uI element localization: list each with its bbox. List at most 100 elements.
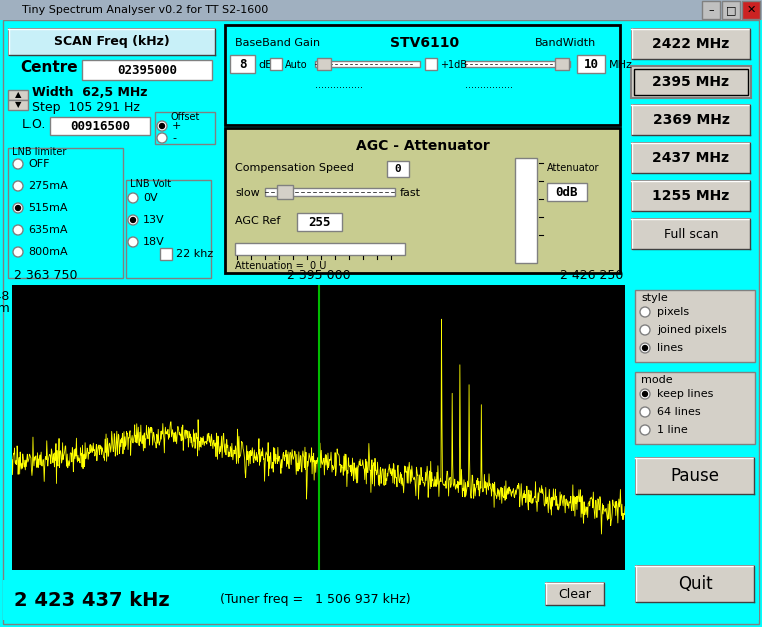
Bar: [635, 565, 755, 603]
Text: BandWidth: BandWidth: [535, 38, 596, 48]
Bar: [631, 218, 751, 250]
Text: ▼: ▼: [14, 100, 21, 110]
Bar: [632, 105, 750, 135]
Text: +1dB: +1dB: [440, 60, 467, 70]
Text: AGC Ref: AGC Ref: [235, 216, 280, 226]
Bar: [631, 142, 751, 174]
Text: dBm: dBm: [0, 302, 10, 315]
Bar: [635, 457, 755, 495]
Bar: [702, 1, 720, 19]
Text: 2369 MHz: 2369 MHz: [652, 113, 729, 127]
Text: 2 363 750: 2 363 750: [14, 269, 78, 282]
Bar: [547, 183, 587, 201]
Text: ▲: ▲: [14, 90, 21, 100]
Bar: [265, 188, 395, 196]
Circle shape: [640, 343, 650, 353]
Bar: [315, 61, 420, 67]
Text: 2 423 437 kHz: 2 423 437 kHz: [14, 591, 170, 609]
Bar: [631, 28, 751, 60]
Text: 13V: 13V: [143, 215, 165, 225]
Bar: [635, 565, 755, 603]
Text: 515mA: 515mA: [28, 203, 68, 213]
Text: BaseBand Gain: BaseBand Gain: [235, 38, 320, 48]
Text: 0V: 0V: [143, 193, 158, 203]
Text: MHz: MHz: [609, 60, 633, 70]
Text: □: □: [725, 5, 736, 15]
Bar: [515, 158, 537, 263]
Text: Pause: Pause: [671, 467, 719, 485]
Bar: [742, 1, 760, 19]
Circle shape: [13, 225, 23, 235]
Text: Offset: Offset: [171, 112, 200, 122]
Bar: [631, 28, 751, 60]
Bar: [722, 1, 740, 19]
Circle shape: [642, 345, 648, 350]
Text: LNB limiter: LNB limiter: [12, 147, 66, 157]
Text: 8: 8: [239, 58, 246, 70]
Bar: [632, 181, 750, 211]
Text: STV6110: STV6110: [390, 36, 459, 50]
Text: ✕: ✕: [746, 5, 756, 15]
Text: -48: -48: [0, 290, 10, 303]
Bar: [632, 143, 750, 173]
Text: (Tuner freq =   1 506 937 kHz): (Tuner freq = 1 506 937 kHz): [220, 594, 411, 606]
Text: LNB Volt: LNB Volt: [130, 179, 171, 189]
Bar: [50, 117, 150, 135]
Text: fast: fast: [400, 188, 421, 198]
Circle shape: [13, 159, 23, 169]
Bar: [636, 458, 754, 494]
Bar: [425, 58, 437, 70]
Bar: [631, 104, 751, 136]
Text: Tiny Spectrum Analyser v0.2 for TT S2-1600: Tiny Spectrum Analyser v0.2 for TT S2-16…: [22, 5, 268, 15]
Bar: [545, 582, 605, 606]
Text: Quit: Quit: [677, 575, 712, 593]
Text: lines: lines: [657, 343, 683, 353]
Text: AGC - Attenuator: AGC - Attenuator: [356, 139, 489, 153]
Bar: [577, 55, 605, 73]
Bar: [126, 180, 211, 278]
Text: 2437 MHz: 2437 MHz: [652, 151, 729, 165]
Text: 2422 MHz: 2422 MHz: [652, 37, 730, 51]
Text: ................: ................: [465, 80, 513, 90]
Circle shape: [640, 307, 650, 317]
Text: ................: ................: [315, 80, 363, 90]
Text: 10: 10: [584, 58, 598, 70]
Text: slow: slow: [235, 188, 260, 198]
Text: 1 line: 1 line: [657, 425, 688, 435]
Bar: [635, 372, 755, 444]
Circle shape: [13, 203, 23, 213]
Bar: [230, 55, 255, 73]
Text: keep lines: keep lines: [657, 389, 713, 399]
Bar: [8, 100, 28, 110]
Circle shape: [157, 121, 167, 131]
Bar: [235, 243, 405, 255]
Bar: [8, 90, 28, 100]
Text: 1255 MHz: 1255 MHz: [652, 189, 730, 203]
Circle shape: [159, 124, 165, 129]
Bar: [635, 290, 755, 362]
Bar: [632, 29, 750, 59]
Text: Auto: Auto: [285, 60, 308, 70]
Text: mode: mode: [641, 375, 673, 385]
Text: 275mA: 275mA: [28, 181, 68, 191]
Bar: [8, 148, 123, 278]
Bar: [225, 128, 620, 273]
Text: -: -: [172, 133, 176, 143]
Bar: [160, 248, 172, 260]
Circle shape: [130, 218, 136, 223]
Text: Attenuation =  0 U: Attenuation = 0 U: [235, 261, 326, 271]
Bar: [631, 142, 751, 174]
Bar: [632, 219, 750, 249]
Circle shape: [13, 247, 23, 257]
Text: pixels: pixels: [657, 307, 689, 317]
Text: joined pixels: joined pixels: [657, 325, 727, 335]
Text: 0: 0: [395, 164, 402, 174]
Text: Compensation Speed: Compensation Speed: [235, 163, 354, 173]
Bar: [631, 180, 751, 212]
Text: 800mA: 800mA: [28, 247, 68, 257]
Text: Attenuator: Attenuator: [547, 163, 600, 173]
Circle shape: [640, 425, 650, 435]
Text: SCAN Freq (kHz): SCAN Freq (kHz): [54, 36, 170, 48]
Text: Width  62,5 MHz: Width 62,5 MHz: [32, 87, 148, 100]
Bar: [555, 58, 569, 70]
